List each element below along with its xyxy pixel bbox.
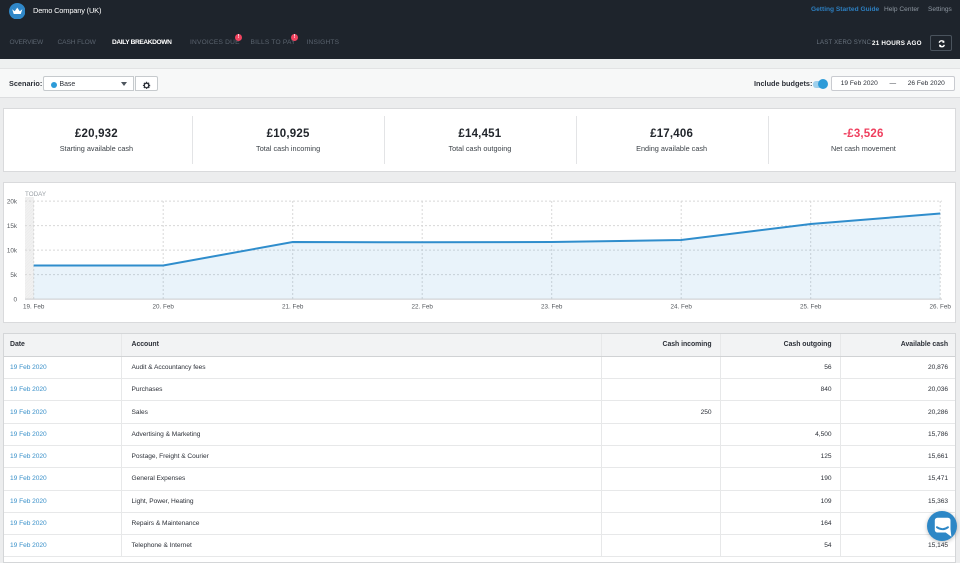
svg-text:20. Feb: 20. Feb [153,304,175,311]
svg-text:20k: 20k [7,198,18,205]
svg-text:15k: 15k [7,223,18,230]
svg-text:TODAY: TODAY [25,191,47,198]
svg-text:0: 0 [13,296,17,303]
svg-text:10k: 10k [7,247,18,254]
svg-text:22. Feb: 22. Feb [412,304,434,311]
svg-text:26. Feb: 26. Feb [930,304,952,311]
svg-text:19. Feb: 19. Feb [23,304,45,311]
svg-text:23. Feb: 23. Feb [541,304,563,311]
svg-text:25. Feb: 25. Feb [800,304,822,311]
svg-text:21. Feb: 21. Feb [282,304,304,311]
svg-text:5k: 5k [10,272,18,279]
svg-text:24. Feb: 24. Feb [671,304,693,311]
